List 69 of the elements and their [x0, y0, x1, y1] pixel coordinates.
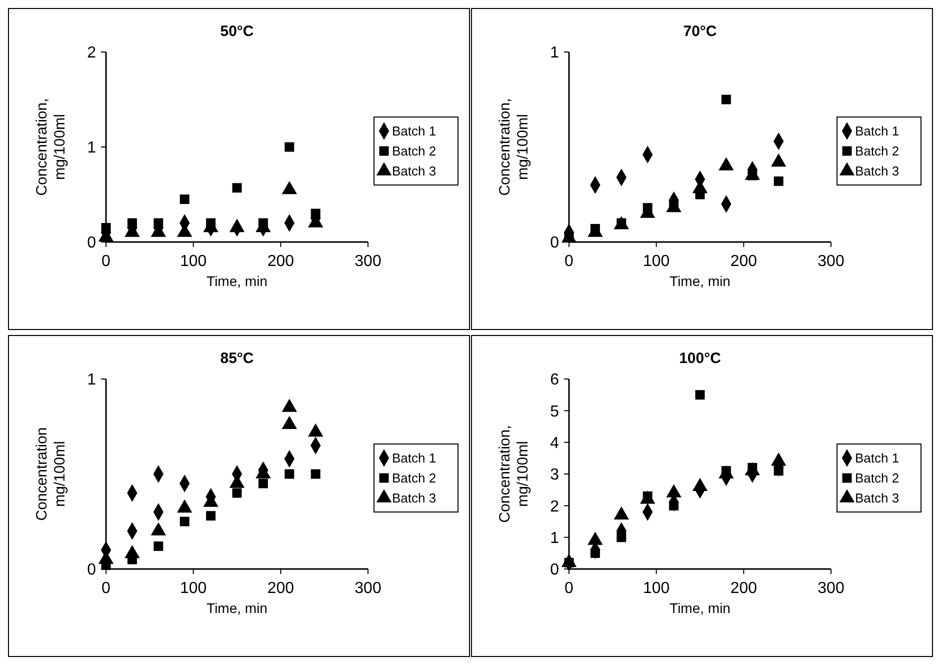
- legend-label: Batch 3: [392, 490, 436, 506]
- point: [206, 511, 216, 521]
- y-tick-label: 0: [87, 234, 96, 252]
- point: [721, 94, 731, 104]
- y-axis-title: Concentration mg/100ml: [34, 427, 68, 521]
- legend-label: Batch 3: [855, 490, 900, 506]
- x-axis-title: Time, min: [670, 273, 730, 289]
- point: [616, 532, 626, 542]
- y-tick-label: 1: [87, 372, 96, 389]
- chart-title: 50°C: [220, 23, 254, 40]
- legend-label: Batch 2: [392, 144, 436, 159]
- y-tick-label: 0: [87, 562, 96, 579]
- x-axis-title: Time, min: [670, 600, 730, 616]
- y-tick-label: 0: [550, 562, 560, 579]
- point: [154, 541, 164, 551]
- legend-label: Batch 3: [855, 164, 900, 179]
- x-tick-label: 0: [102, 580, 111, 597]
- x-tick-label: 0: [102, 253, 111, 270]
- y-tick-label: 4: [550, 434, 560, 452]
- point: [310, 469, 320, 479]
- chart-title: 85°C: [220, 350, 254, 367]
- x-tick-label: 300: [354, 253, 382, 270]
- y-axis-title: Concentration, mg/100ml: [496, 425, 532, 523]
- y-axis-title: Concentration, mg/100ml: [496, 98, 532, 196]
- y-tick-label: 2: [87, 44, 96, 62]
- point: [180, 194, 190, 204]
- y-tick-label: 1: [550, 530, 560, 547]
- point: [774, 176, 784, 186]
- x-tick-label: 200: [730, 580, 758, 597]
- x-tick-label: 200: [730, 253, 758, 270]
- x-tick-label: 200: [267, 253, 294, 270]
- x-tick-label: 300: [354, 580, 382, 597]
- x-tick-label: 300: [818, 580, 844, 597]
- point: [180, 516, 190, 526]
- chart-title: 100°C: [679, 350, 722, 367]
- y-tick-label: 5: [550, 403, 560, 420]
- y-tick-label: 0: [550, 234, 560, 252]
- x-tick-label: 100: [642, 580, 670, 597]
- x-tick-label: 200: [267, 580, 294, 597]
- legend-label: Batch 1: [392, 450, 436, 466]
- x-tick-label: 100: [180, 580, 207, 597]
- point: [695, 390, 705, 400]
- point: [774, 466, 784, 476]
- y-tick-label: 2: [550, 498, 560, 516]
- x-tick-label: 100: [180, 253, 207, 270]
- y-tick-label: 3: [550, 466, 560, 484]
- legend-label: Batch 2: [855, 470, 900, 486]
- x-axis-title: Time, min: [206, 600, 268, 616]
- legend-label: Batch 2: [392, 470, 436, 486]
- point: [232, 488, 242, 498]
- legend-label: Batch 2: [855, 144, 900, 159]
- x-axis-title: Time, min: [206, 273, 268, 289]
- point: [258, 478, 268, 488]
- x-tick-label: 100: [642, 253, 670, 270]
- point: [284, 469, 294, 479]
- chart-title: 70°C: [683, 23, 717, 40]
- y-tick-label: 1: [550, 44, 560, 62]
- y-tick-label: 6: [550, 372, 560, 389]
- point: [284, 142, 294, 152]
- x-tick-label: 0: [564, 253, 574, 270]
- legend-label: Batch 3: [392, 164, 436, 179]
- legend-label: Batch 1: [392, 124, 436, 139]
- y-tick-label: 1: [87, 140, 96, 157]
- legend-label: Batch 1: [855, 124, 900, 139]
- legend-label: Batch 1: [855, 450, 900, 466]
- x-tick-label: 0: [564, 580, 574, 597]
- point: [232, 183, 242, 193]
- y-axis-title: Concentration, mg/100ml: [34, 98, 68, 196]
- x-tick-label: 300: [818, 253, 844, 270]
